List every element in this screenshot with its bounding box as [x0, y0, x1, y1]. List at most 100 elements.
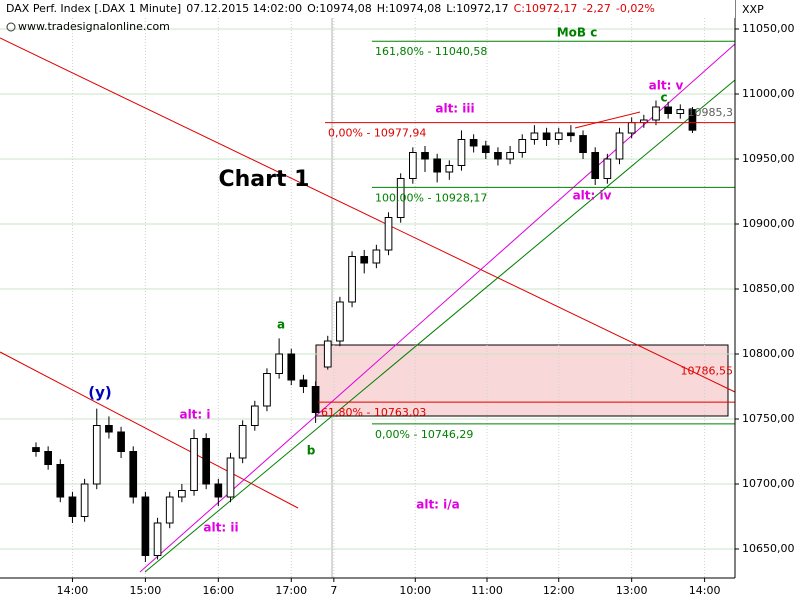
- candle-body: [80, 483, 89, 518]
- candle-body: [506, 151, 514, 160]
- candle-body: [688, 109, 697, 131]
- candle-body: [105, 425, 113, 433]
- candle-body: [226, 457, 235, 498]
- fib-label: 100,00% - 10928,17: [375, 191, 487, 204]
- candle-body: [384, 216, 393, 251]
- x-tick-label: 14:00: [689, 584, 721, 597]
- candle-body: [457, 138, 466, 166]
- candle-body: [603, 158, 612, 179]
- candle-body: [567, 132, 575, 137]
- candle-body: [287, 353, 296, 381]
- fib-label: 0,00% - 10746,29: [375, 428, 473, 441]
- candle-body: [530, 132, 539, 140]
- level-value-label: 10985,3: [688, 106, 734, 119]
- source-icon: [6, 22, 16, 32]
- candle-body: [554, 132, 563, 140]
- candle-body: [32, 447, 40, 453]
- change: -2,27: [582, 2, 610, 15]
- wave-label: c: [660, 91, 667, 105]
- candle-body: [178, 490, 186, 498]
- candle-body: [591, 151, 600, 179]
- candle-body: [615, 132, 624, 160]
- trend-line: [0, 351, 299, 509]
- x-tick-label: 7: [330, 584, 337, 597]
- y-tick-label: 10700,00: [742, 477, 795, 490]
- candle-body: [676, 109, 685, 114]
- y-tick-label: 11050,00: [742, 22, 795, 35]
- candle-body: [299, 379, 308, 388]
- wave-label: alt: ii: [203, 521, 238, 535]
- candle-body: [445, 164, 454, 173]
- wave-label: a: [277, 318, 285, 332]
- candle-body: [518, 138, 527, 153]
- candle-body: [68, 496, 77, 518]
- candle-body: [202, 438, 211, 485]
- candle-body: [421, 151, 429, 160]
- fib-label: 61,80% - 10763,03: [321, 406, 426, 419]
- fib-label: 0,00% - 10977,94: [328, 127, 426, 140]
- trend-line: [574, 111, 641, 129]
- candle-body: [409, 151, 417, 179]
- candle-body: [542, 132, 551, 140]
- candle-body: [275, 353, 283, 375]
- trend-line: [139, 43, 736, 573]
- candle-body: [323, 340, 332, 368]
- candle-body: [336, 301, 344, 342]
- candle-body: [141, 496, 150, 557]
- candle-body: [396, 177, 405, 218]
- y-tick-label: 10750,00: [742, 412, 795, 425]
- x-tick-label: 16:00: [202, 584, 234, 597]
- level-value-label: 10786,55: [681, 364, 734, 377]
- low: L:10972,17: [446, 2, 508, 15]
- wave-label: b: [307, 444, 316, 458]
- candle-body: [214, 483, 223, 498]
- wave-label: alt: v: [649, 79, 684, 93]
- x-tick-label: 12:00: [543, 584, 575, 597]
- header-bg: [0, 0, 735, 18]
- trend-lines: [0, 37, 736, 573]
- x-tick-label: 15:00: [130, 584, 162, 597]
- candle-body: [664, 106, 672, 114]
- candle-body: [238, 425, 247, 459]
- y-tick-label: 10850,00: [742, 282, 795, 295]
- candle-body: [348, 255, 356, 303]
- candle-body: [250, 405, 259, 427]
- candle-body: [627, 122, 636, 134]
- trend-line: [144, 79, 736, 573]
- y-tick-label: 10950,00: [742, 152, 795, 165]
- candle-body: [494, 151, 502, 160]
- datetime: 07.12.2015 14:02:00: [186, 2, 302, 15]
- candle-body: [311, 386, 320, 414]
- trend-line: [0, 37, 736, 393]
- y-tick-label: 11000,00: [742, 87, 795, 100]
- candle-body: [481, 145, 490, 153]
- x-tick-label: 14:00: [57, 584, 89, 597]
- candle-body: [129, 451, 138, 498]
- y-tick-label: 10900,00: [742, 217, 795, 230]
- candle-body: [153, 522, 162, 557]
- wave-label: alt: i/a: [416, 498, 460, 512]
- wave-label: alt: i: [179, 408, 210, 422]
- candle-body: [433, 158, 442, 173]
- candle-body: [652, 106, 660, 121]
- x-tick-label: 10:00: [399, 584, 431, 597]
- candle-body: [372, 249, 381, 264]
- x-tick-label: 17:00: [275, 584, 307, 597]
- candle-body: [469, 138, 478, 147]
- instrument: DAX Perf. Index [.DAX 1 Minute]: [6, 2, 181, 15]
- candle-body: [117, 431, 125, 453]
- y-tick-label: 10800,00: [742, 347, 795, 360]
- close: C:10972,17: [514, 2, 578, 15]
- header: DAX Perf. Index [.DAX 1 Minute] 07.12.201…: [6, 2, 655, 15]
- source: www.tradesignalonline.com: [18, 20, 170, 33]
- candle-body: [579, 135, 587, 153]
- wave-label: alt: iv: [573, 189, 612, 203]
- x-tick-label: 11:00: [471, 584, 503, 597]
- x-tick-label: 13:00: [616, 584, 648, 597]
- candle-body: [360, 255, 369, 264]
- open: O:10974,08: [307, 2, 372, 15]
- candle-body: [190, 438, 198, 492]
- wave-label: (y): [88, 384, 112, 402]
- axis-title: XXP: [742, 3, 764, 16]
